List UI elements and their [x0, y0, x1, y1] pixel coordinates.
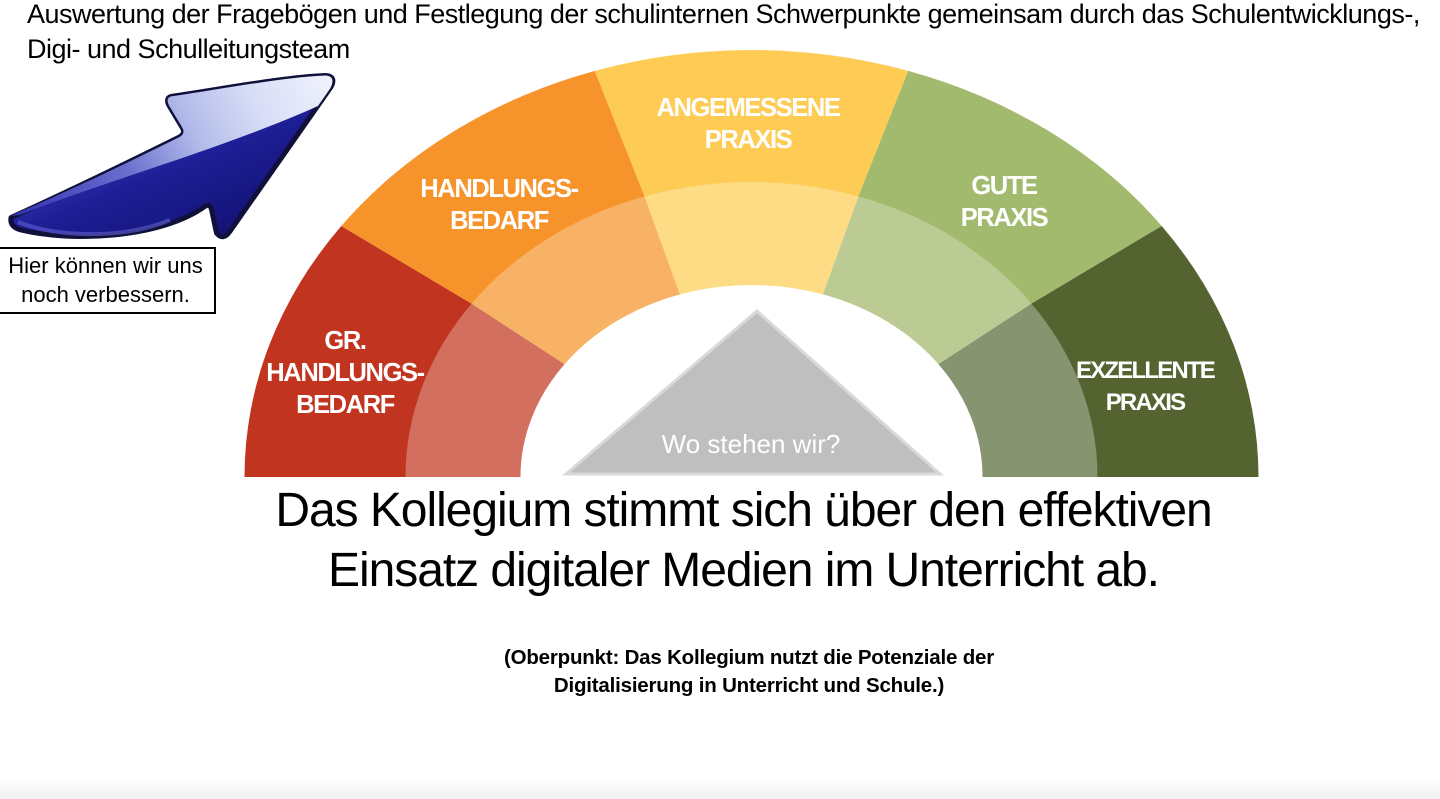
svg-text:Wo stehen wir?: Wo stehen wir? [662, 429, 841, 459]
